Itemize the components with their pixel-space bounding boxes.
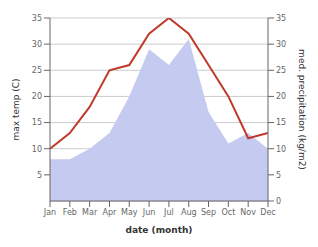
- svg-text:20: 20: [32, 92, 42, 101]
- svg-text:30: 30: [276, 40, 286, 49]
- svg-text:35: 35: [32, 14, 42, 23]
- svg-text:Feb: Feb: [63, 208, 77, 217]
- svg-text:15: 15: [32, 118, 42, 127]
- svg-text:25: 25: [32, 66, 42, 75]
- svg-text:15: 15: [276, 118, 286, 127]
- svg-text:May: May: [121, 208, 138, 217]
- svg-text:Oct: Oct: [221, 208, 235, 217]
- svg-text:Aug: Aug: [181, 208, 197, 217]
- svg-text:max temp (C): max temp (C): [11, 78, 21, 140]
- svg-text:10: 10: [276, 145, 286, 154]
- svg-text:Mar: Mar: [82, 208, 98, 217]
- svg-text:30: 30: [32, 40, 42, 49]
- svg-text:20: 20: [276, 92, 286, 101]
- svg-text:25: 25: [276, 66, 286, 75]
- svg-text:10: 10: [32, 145, 42, 154]
- svg-text:Nov: Nov: [240, 208, 256, 217]
- svg-text:med. precipitation (kg/m2): med. precipitation (kg/m2): [297, 49, 307, 170]
- svg-text:date (month): date (month): [126, 225, 193, 235]
- svg-text:Jun: Jun: [142, 208, 156, 217]
- svg-text:Jan: Jan: [43, 208, 56, 217]
- svg-text:Apr: Apr: [103, 208, 118, 217]
- svg-text:Sep: Sep: [201, 208, 216, 217]
- svg-text:0: 0: [276, 197, 281, 206]
- svg-text:5: 5: [276, 171, 281, 180]
- svg-text:35: 35: [276, 14, 286, 23]
- svg-text:5: 5: [37, 171, 42, 180]
- svg-text:Jul: Jul: [163, 208, 174, 217]
- svg-text:Dec: Dec: [260, 208, 275, 217]
